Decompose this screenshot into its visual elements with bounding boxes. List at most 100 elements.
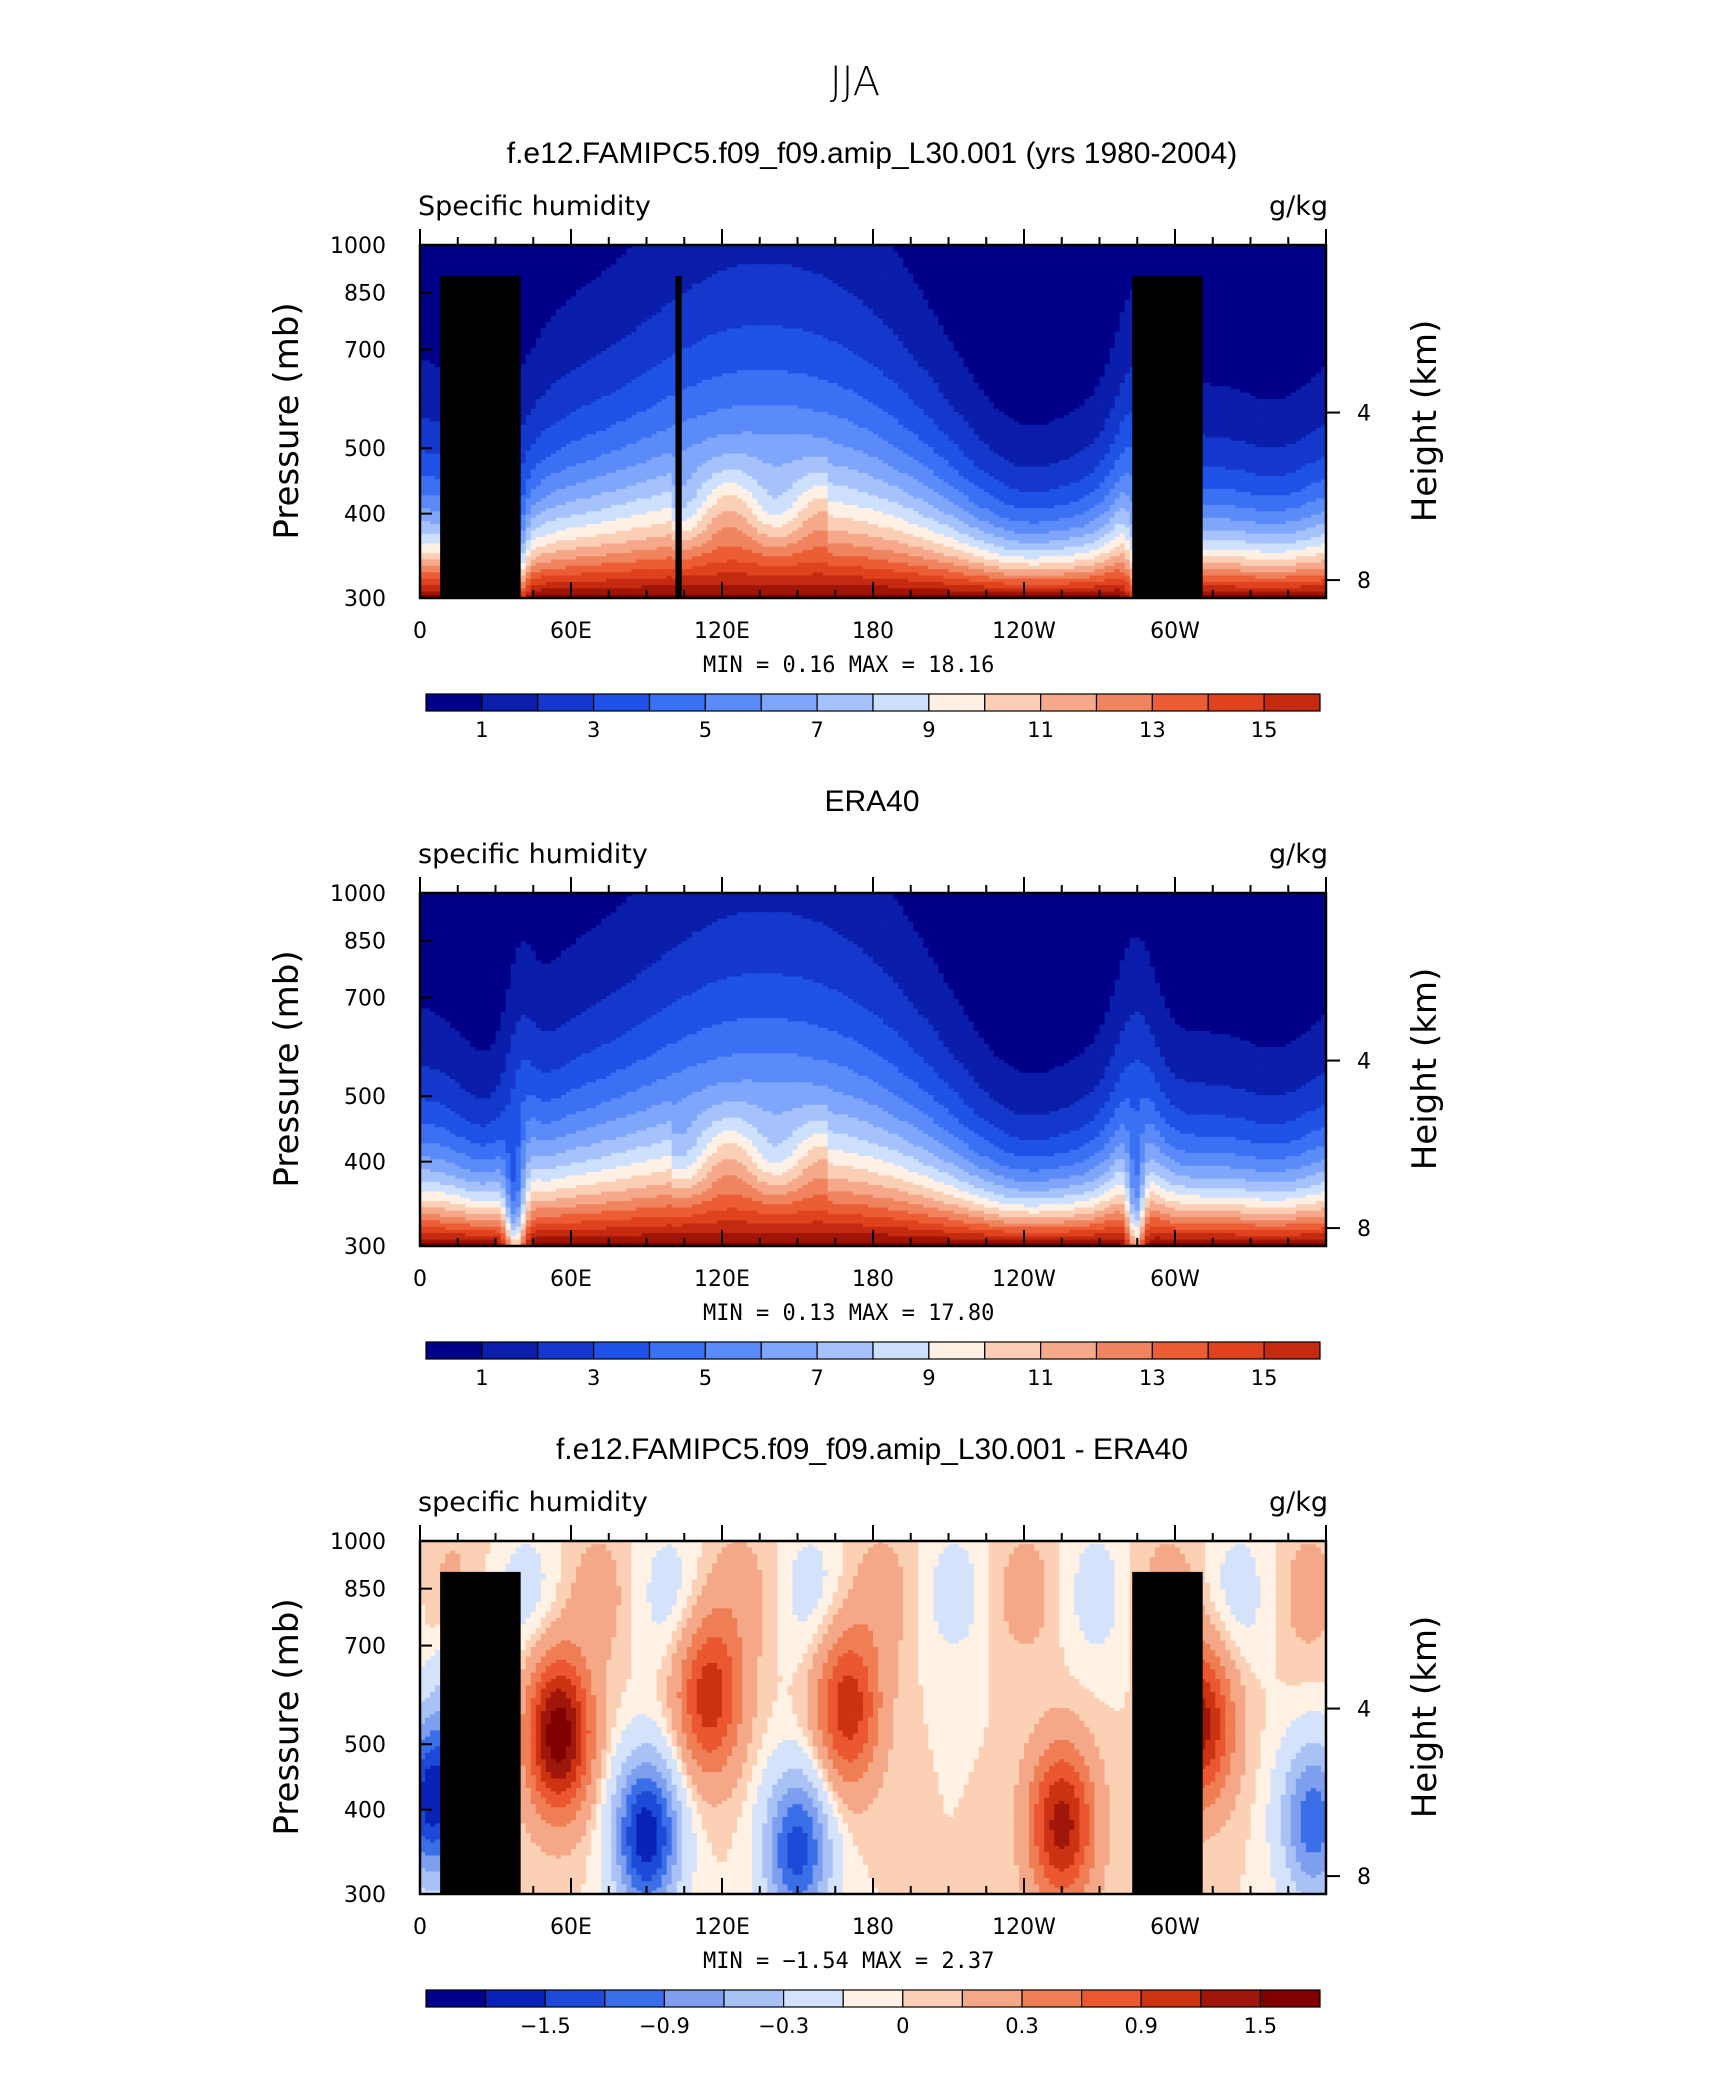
- colorbar-label: −1.5: [520, 2014, 571, 2038]
- colorbar-swatch: [594, 694, 650, 711]
- colorbar-swatch: [538, 694, 594, 711]
- pressure-axis-title: Pressure (mb): [267, 302, 307, 539]
- terrain-block: [490, 293, 508, 598]
- colorbar-swatch: [426, 694, 482, 711]
- x-tick-label: 0: [413, 1267, 427, 1292]
- units-label: g/kg: [1269, 191, 1328, 222]
- y-tick-label: 400: [344, 1151, 386, 1176]
- x-tick-label: 60E: [550, 1267, 592, 1292]
- colorbar-swatch: [761, 1342, 817, 1359]
- terrain-block: [490, 1589, 508, 1894]
- terrain-block: [1132, 1572, 1202, 1894]
- y-tick-label: 850: [344, 1578, 386, 1603]
- colorbar-label: −0.9: [639, 2014, 690, 2038]
- min-max-readout: MIN = 0.13 MAX = 17.80: [703, 1301, 994, 1326]
- colorbar-swatch: [1264, 1342, 1320, 1359]
- panel-title: f.e12.FAMIPC5.f09_f09.amip_L30.001 (yrs …: [507, 137, 1237, 170]
- y-tick-label: 700: [344, 1635, 386, 1660]
- colorbar-swatch: [724, 1990, 784, 2007]
- x-tick-label: 180: [852, 619, 894, 644]
- colorbar-swatch: [1097, 694, 1153, 711]
- colorbar-swatch: [1208, 1342, 1264, 1359]
- colorbar-label: 3: [587, 718, 600, 742]
- colorbar-swatch: [1041, 694, 1097, 711]
- colorbar-label: 9: [922, 1366, 935, 1390]
- colorbar-label: 15: [1251, 718, 1278, 742]
- pressure-axis-title: Pressure (mb): [267, 950, 307, 1187]
- colorbar-label: 9: [922, 718, 935, 742]
- y-tick-label: 1000: [330, 234, 386, 259]
- figure: JJA f.e12.FAMIPC5.f09_f09.amip_L30.001 (…: [0, 0, 1710, 2074]
- colorbar-label: 0.9: [1124, 2014, 1157, 2038]
- colorbar: −1.5 −0.9 −0.3 0 0.3 0.9 1.5: [426, 1990, 1320, 2038]
- y-tick-label: 500: [344, 437, 386, 462]
- colorbar: 1 3 5 7 9 11 13 15: [426, 694, 1320, 742]
- colorbar-label: 11: [1027, 718, 1054, 742]
- y-tick-label: 500: [344, 1085, 386, 1110]
- colorbar-swatch: [1141, 1990, 1201, 2007]
- colorbar-swatch: [1201, 1990, 1261, 2007]
- colorbar-swatch: [426, 1342, 482, 1359]
- terrain-block: [440, 1572, 521, 1894]
- colorbar-label: 7: [810, 1366, 823, 1390]
- colorbar-label: 7: [810, 718, 823, 742]
- variable-label: Specific humidity: [418, 191, 651, 222]
- y-tick-label: 300: [344, 587, 386, 612]
- colorbar-swatch: [1208, 694, 1264, 711]
- height-axis-title: Height (km): [1405, 1616, 1445, 1819]
- x-tick-label: 60E: [550, 619, 592, 644]
- colorbar: 1 3 5 7 9 11 13 15: [426, 1342, 1320, 1390]
- colorbar-swatch: [482, 1342, 538, 1359]
- colorbar-swatch: [482, 694, 538, 711]
- colorbar-swatch: [1082, 1990, 1142, 2007]
- min-max-readout: MIN = 0.16 MAX = 18.16: [703, 653, 994, 678]
- x-tick-label: 120E: [694, 1267, 750, 1292]
- colorbar-swatch: [1260, 1990, 1320, 2007]
- panel-difference: f.e12.FAMIPC5.f09_f09.amip_L30.001 - ERA…: [267, 1433, 1445, 2038]
- variable-label: specific humidity: [418, 839, 648, 870]
- terrain-block: [1132, 276, 1202, 598]
- colorbar-swatch: [605, 1990, 665, 2007]
- panel-era40: ERA40 specific humidity g/kg 30040050070…: [267, 785, 1445, 1390]
- colorbar-swatch: [817, 1342, 873, 1359]
- y2-tick-label: 4: [1357, 402, 1371, 427]
- x-tick-label: 120E: [694, 1915, 750, 1940]
- y-tick-label: 700: [344, 987, 386, 1012]
- colorbar-label: 0: [896, 2014, 909, 2038]
- colorbar-swatch: [650, 694, 706, 711]
- x-tick-label: 120E: [694, 619, 750, 644]
- terrain-block: [440, 276, 521, 598]
- y2-tick-label: 4: [1357, 1698, 1371, 1723]
- colorbar-label: 15: [1251, 1366, 1278, 1390]
- y-tick-label: 700: [344, 339, 386, 364]
- colorbar-label: −0.3: [758, 2014, 809, 2038]
- colorbar-swatch: [705, 1342, 761, 1359]
- units-label: g/kg: [1269, 1487, 1328, 1518]
- colorbar-swatch: [1097, 1342, 1153, 1359]
- y-tick-label: 400: [344, 503, 386, 528]
- colorbar-label: 13: [1139, 1366, 1166, 1390]
- y-tick-label: 300: [344, 1883, 386, 1908]
- colorbar-swatch: [486, 1990, 546, 2007]
- contour-field: [420, 893, 1327, 1247]
- height-axis-title: Height (km): [1405, 320, 1445, 523]
- colorbar-label: 5: [699, 1366, 712, 1390]
- colorbar-label: 13: [1139, 718, 1166, 742]
- colorbar-swatch: [545, 1990, 605, 2007]
- y-tick-label: 850: [344, 282, 386, 307]
- colorbar-swatch: [784, 1990, 844, 2007]
- x-tick-label: 0: [413, 1915, 427, 1940]
- colorbar-swatch: [929, 1342, 985, 1359]
- units-label: g/kg: [1269, 839, 1328, 870]
- x-tick-label: 120W: [992, 619, 1056, 644]
- colorbar-label: 1.5: [1244, 2014, 1277, 2038]
- y2-tick-label: 8: [1357, 1217, 1371, 1242]
- y-tick-label: 400: [344, 1799, 386, 1824]
- colorbar-swatch: [1041, 1342, 1097, 1359]
- colorbar-label: 3: [587, 1366, 600, 1390]
- pressure-axis-title: Pressure (mb): [267, 1598, 307, 1835]
- colorbar-label: 0.3: [1005, 2014, 1038, 2038]
- colorbar-swatch: [538, 1342, 594, 1359]
- panel-model: f.e12.FAMIPC5.f09_f09.amip_L30.001 (yrs …: [267, 137, 1445, 742]
- x-tick-label: 0: [413, 619, 427, 644]
